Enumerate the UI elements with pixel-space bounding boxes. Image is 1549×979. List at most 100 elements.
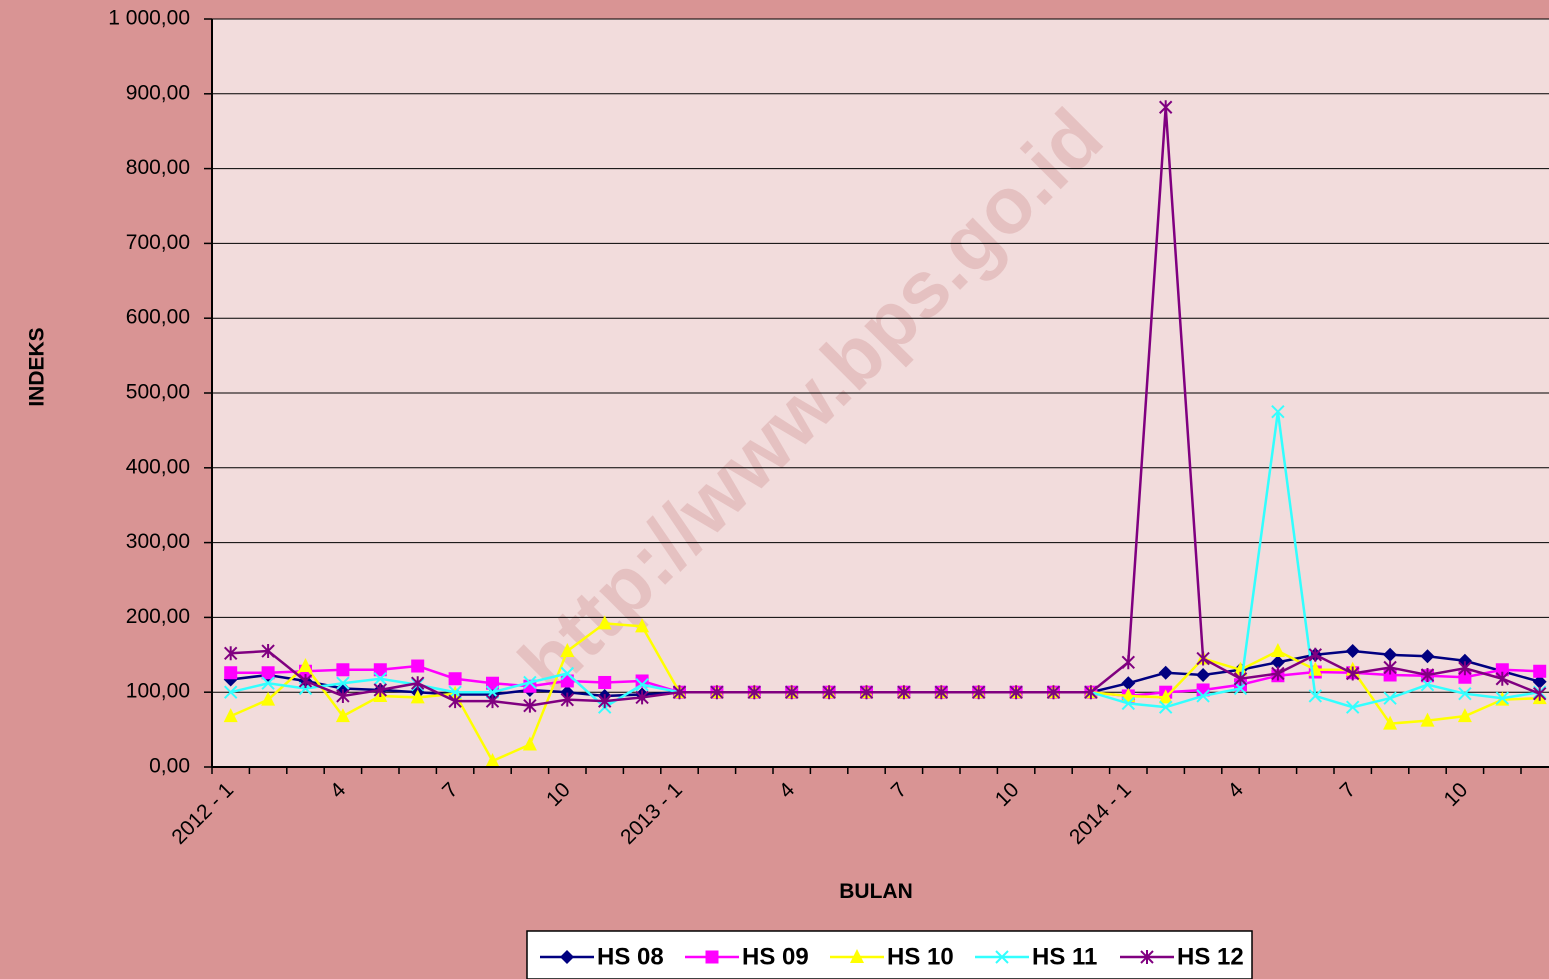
data-point bbox=[523, 698, 537, 713]
data-point bbox=[859, 685, 874, 700]
data-point bbox=[597, 615, 612, 630]
data-point bbox=[336, 676, 350, 690]
data-point bbox=[1233, 661, 1248, 676]
data-point bbox=[710, 685, 724, 700]
data-point bbox=[822, 685, 836, 700]
data-point bbox=[1458, 686, 1472, 701]
data-point bbox=[1458, 661, 1472, 676]
data-point bbox=[1420, 712, 1435, 727]
data-point bbox=[522, 736, 537, 751]
data-point bbox=[261, 676, 275, 690]
data-point bbox=[1158, 665, 1173, 680]
y-tick-label: 700,00 bbox=[126, 231, 190, 254]
y-tick-label: 0,00 bbox=[149, 755, 190, 778]
data-point bbox=[223, 646, 238, 661]
data-point bbox=[1158, 700, 1173, 714]
data-point bbox=[635, 678, 649, 692]
data-point bbox=[298, 658, 313, 673]
y-tick-label: 800,00 bbox=[126, 156, 190, 179]
legend-marker bbox=[705, 950, 719, 964]
data-point bbox=[1420, 649, 1435, 664]
series-line bbox=[230, 107, 1541, 707]
legend-label: HS 09 bbox=[742, 943, 809, 970]
data-point bbox=[336, 663, 350, 677]
data-point bbox=[1533, 664, 1547, 678]
y-tick-label: 100,00 bbox=[126, 680, 190, 703]
data-point bbox=[261, 691, 276, 706]
data-point bbox=[1345, 700, 1360, 714]
data-point bbox=[373, 682, 388, 697]
y-tick-label: 900,00 bbox=[126, 81, 190, 104]
data-point bbox=[1383, 660, 1397, 675]
data-point bbox=[373, 672, 388, 686]
data-point bbox=[261, 644, 275, 659]
data-point bbox=[934, 685, 949, 700]
y-axis-label: INDEKS bbox=[26, 327, 49, 406]
data-point bbox=[1271, 404, 1285, 419]
data-point bbox=[224, 666, 238, 680]
data-point bbox=[1270, 643, 1285, 658]
y-tick-label: 1 000,00 bbox=[108, 7, 190, 30]
data-point bbox=[223, 685, 238, 699]
data-point bbox=[1383, 647, 1398, 662]
lines bbox=[223, 100, 1547, 768]
data-point bbox=[1495, 691, 1510, 705]
legend-marker bbox=[995, 950, 1009, 964]
data-point bbox=[635, 618, 650, 633]
data-point bbox=[485, 753, 500, 768]
data-point bbox=[410, 689, 425, 704]
x-axis-label: BULAN bbox=[839, 880, 913, 903]
data-point bbox=[747, 685, 762, 700]
data-point bbox=[1009, 685, 1023, 700]
data-point bbox=[1458, 670, 1472, 684]
data-point bbox=[223, 708, 238, 723]
legend-label: HS 11 bbox=[1032, 943, 1097, 970]
data-point bbox=[373, 663, 387, 677]
data-point bbox=[1532, 674, 1547, 689]
y-tick-label: 400,00 bbox=[126, 455, 190, 478]
data-point bbox=[1121, 687, 1136, 702]
data-point bbox=[1345, 666, 1360, 681]
data-point bbox=[1457, 708, 1472, 723]
data-point bbox=[448, 694, 462, 709]
data-point bbox=[1420, 678, 1435, 692]
y-tick-label: 300,00 bbox=[126, 530, 190, 553]
data-point bbox=[897, 685, 911, 700]
data-point bbox=[1495, 663, 1509, 677]
data-point bbox=[1308, 689, 1323, 703]
data-point bbox=[1196, 667, 1211, 682]
data-point bbox=[1532, 686, 1547, 701]
data-point bbox=[448, 672, 462, 686]
data-point bbox=[336, 688, 350, 703]
data-point bbox=[1345, 644, 1360, 659]
legend-label: HS 12 bbox=[1177, 943, 1244, 970]
data-point bbox=[1158, 100, 1173, 115]
y-tick-label: 200,00 bbox=[126, 605, 190, 628]
legend-box bbox=[526, 930, 1253, 979]
y-tick-label: 500,00 bbox=[126, 381, 190, 404]
data-point bbox=[1420, 667, 1435, 682]
legend-marker bbox=[850, 949, 864, 963]
data-point bbox=[784, 685, 799, 700]
data-point bbox=[1158, 689, 1173, 704]
data-point bbox=[1270, 655, 1285, 670]
data-point bbox=[411, 659, 425, 673]
y-tick-label: 600,00 bbox=[126, 306, 190, 329]
data-point bbox=[1084, 685, 1098, 700]
data-point bbox=[1046, 685, 1061, 700]
data-point bbox=[485, 694, 500, 709]
data-point bbox=[1121, 676, 1136, 691]
data-point bbox=[560, 666, 575, 681]
data-point bbox=[1233, 671, 1248, 686]
legend-marker bbox=[560, 950, 574, 964]
data-point bbox=[1121, 696, 1136, 711]
data-point bbox=[1196, 689, 1210, 703]
data-point bbox=[597, 694, 612, 709]
data-point bbox=[1383, 691, 1397, 705]
data-point bbox=[1308, 647, 1323, 662]
data-point bbox=[1121, 655, 1136, 670]
legend-marker bbox=[1140, 950, 1154, 964]
legend-label: HS 10 bbox=[887, 943, 954, 970]
